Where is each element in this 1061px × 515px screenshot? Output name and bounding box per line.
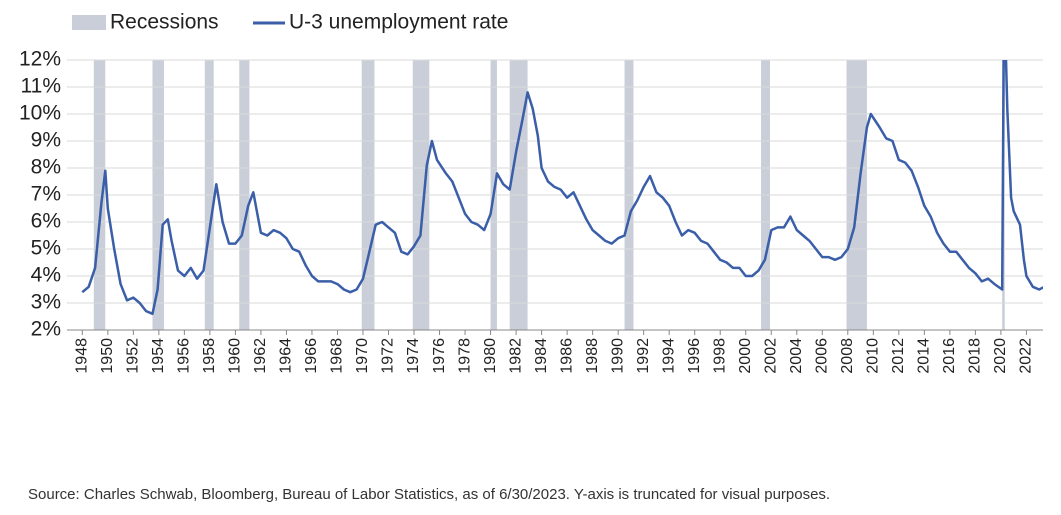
x-tick-label: 1956 <box>176 338 193 374</box>
x-tick-label: 1962 <box>252 338 269 374</box>
x-tick-label: 1988 <box>584 338 601 374</box>
y-tick-label: 2% <box>31 318 61 341</box>
x-tick-label: 1972 <box>380 338 397 374</box>
y-tick-label: 4% <box>31 264 61 287</box>
legend-label: U-3 unemployment rate <box>289 11 508 34</box>
x-tick-label: 2022 <box>1018 338 1035 374</box>
x-tick-label: 1996 <box>686 338 703 374</box>
x-tick-label: 1984 <box>533 338 550 374</box>
x-tick-label: 1974 <box>405 338 422 374</box>
x-tick-label: 2012 <box>890 338 907 374</box>
x-tick-label: 2004 <box>788 338 805 374</box>
x-tick-label: 1990 <box>609 338 626 374</box>
x-tick-label: 2000 <box>737 338 754 374</box>
x-tick-label: 1954 <box>150 338 167 374</box>
x-tick-label: 1968 <box>329 338 346 374</box>
legend-swatch <box>72 15 106 30</box>
x-tick-label: 1958 <box>201 338 218 374</box>
y-tick-label: 9% <box>31 129 61 152</box>
x-tick-label: 2018 <box>967 338 984 374</box>
x-tick-label: 1976 <box>431 338 448 374</box>
y-tick-label: 6% <box>31 210 61 233</box>
x-tick-label: 1952 <box>125 338 142 374</box>
y-tick-label: 7% <box>31 183 61 206</box>
legend-label: Recessions <box>110 11 219 34</box>
y-tick-label: 10% <box>19 102 61 125</box>
x-tick-label: 1966 <box>303 338 320 374</box>
y-tick-label: 8% <box>31 156 61 179</box>
x-tick-label: 1970 <box>354 338 371 374</box>
x-tick-label: 1986 <box>558 338 575 374</box>
x-tick-label: 2008 <box>839 338 856 374</box>
x-tick-label: 1964 <box>278 338 295 374</box>
x-tick-label: 2006 <box>814 338 831 374</box>
x-tick-label: 1950 <box>99 338 116 374</box>
y-tick-label: 5% <box>31 237 61 260</box>
x-tick-label: 2010 <box>865 338 882 374</box>
y-tick-label: 12% <box>19 48 61 71</box>
x-tick-label: 2020 <box>992 338 1009 374</box>
line-series <box>81 60 1043 316</box>
x-tick-label: 2014 <box>916 338 933 374</box>
x-tick-label: 1948 <box>74 338 91 374</box>
x-tick-label: 2016 <box>941 338 958 374</box>
x-tick-label: 2002 <box>762 338 779 374</box>
x-tick-label: 1994 <box>660 338 677 374</box>
x-tick-label: 1982 <box>507 338 524 374</box>
x-tick-label: 1980 <box>482 338 499 374</box>
y-tick-label: 11% <box>21 75 61 98</box>
source-note: Source: Charles Schwab, Bloomberg, Burea… <box>28 486 830 503</box>
y-tick-label: 3% <box>31 291 61 314</box>
x-tick-label: 1992 <box>635 338 652 374</box>
x-tick-label: 1978 <box>456 338 473 374</box>
x-tick-label: 1960 <box>227 338 244 374</box>
x-tick-label: 1998 <box>711 338 728 374</box>
